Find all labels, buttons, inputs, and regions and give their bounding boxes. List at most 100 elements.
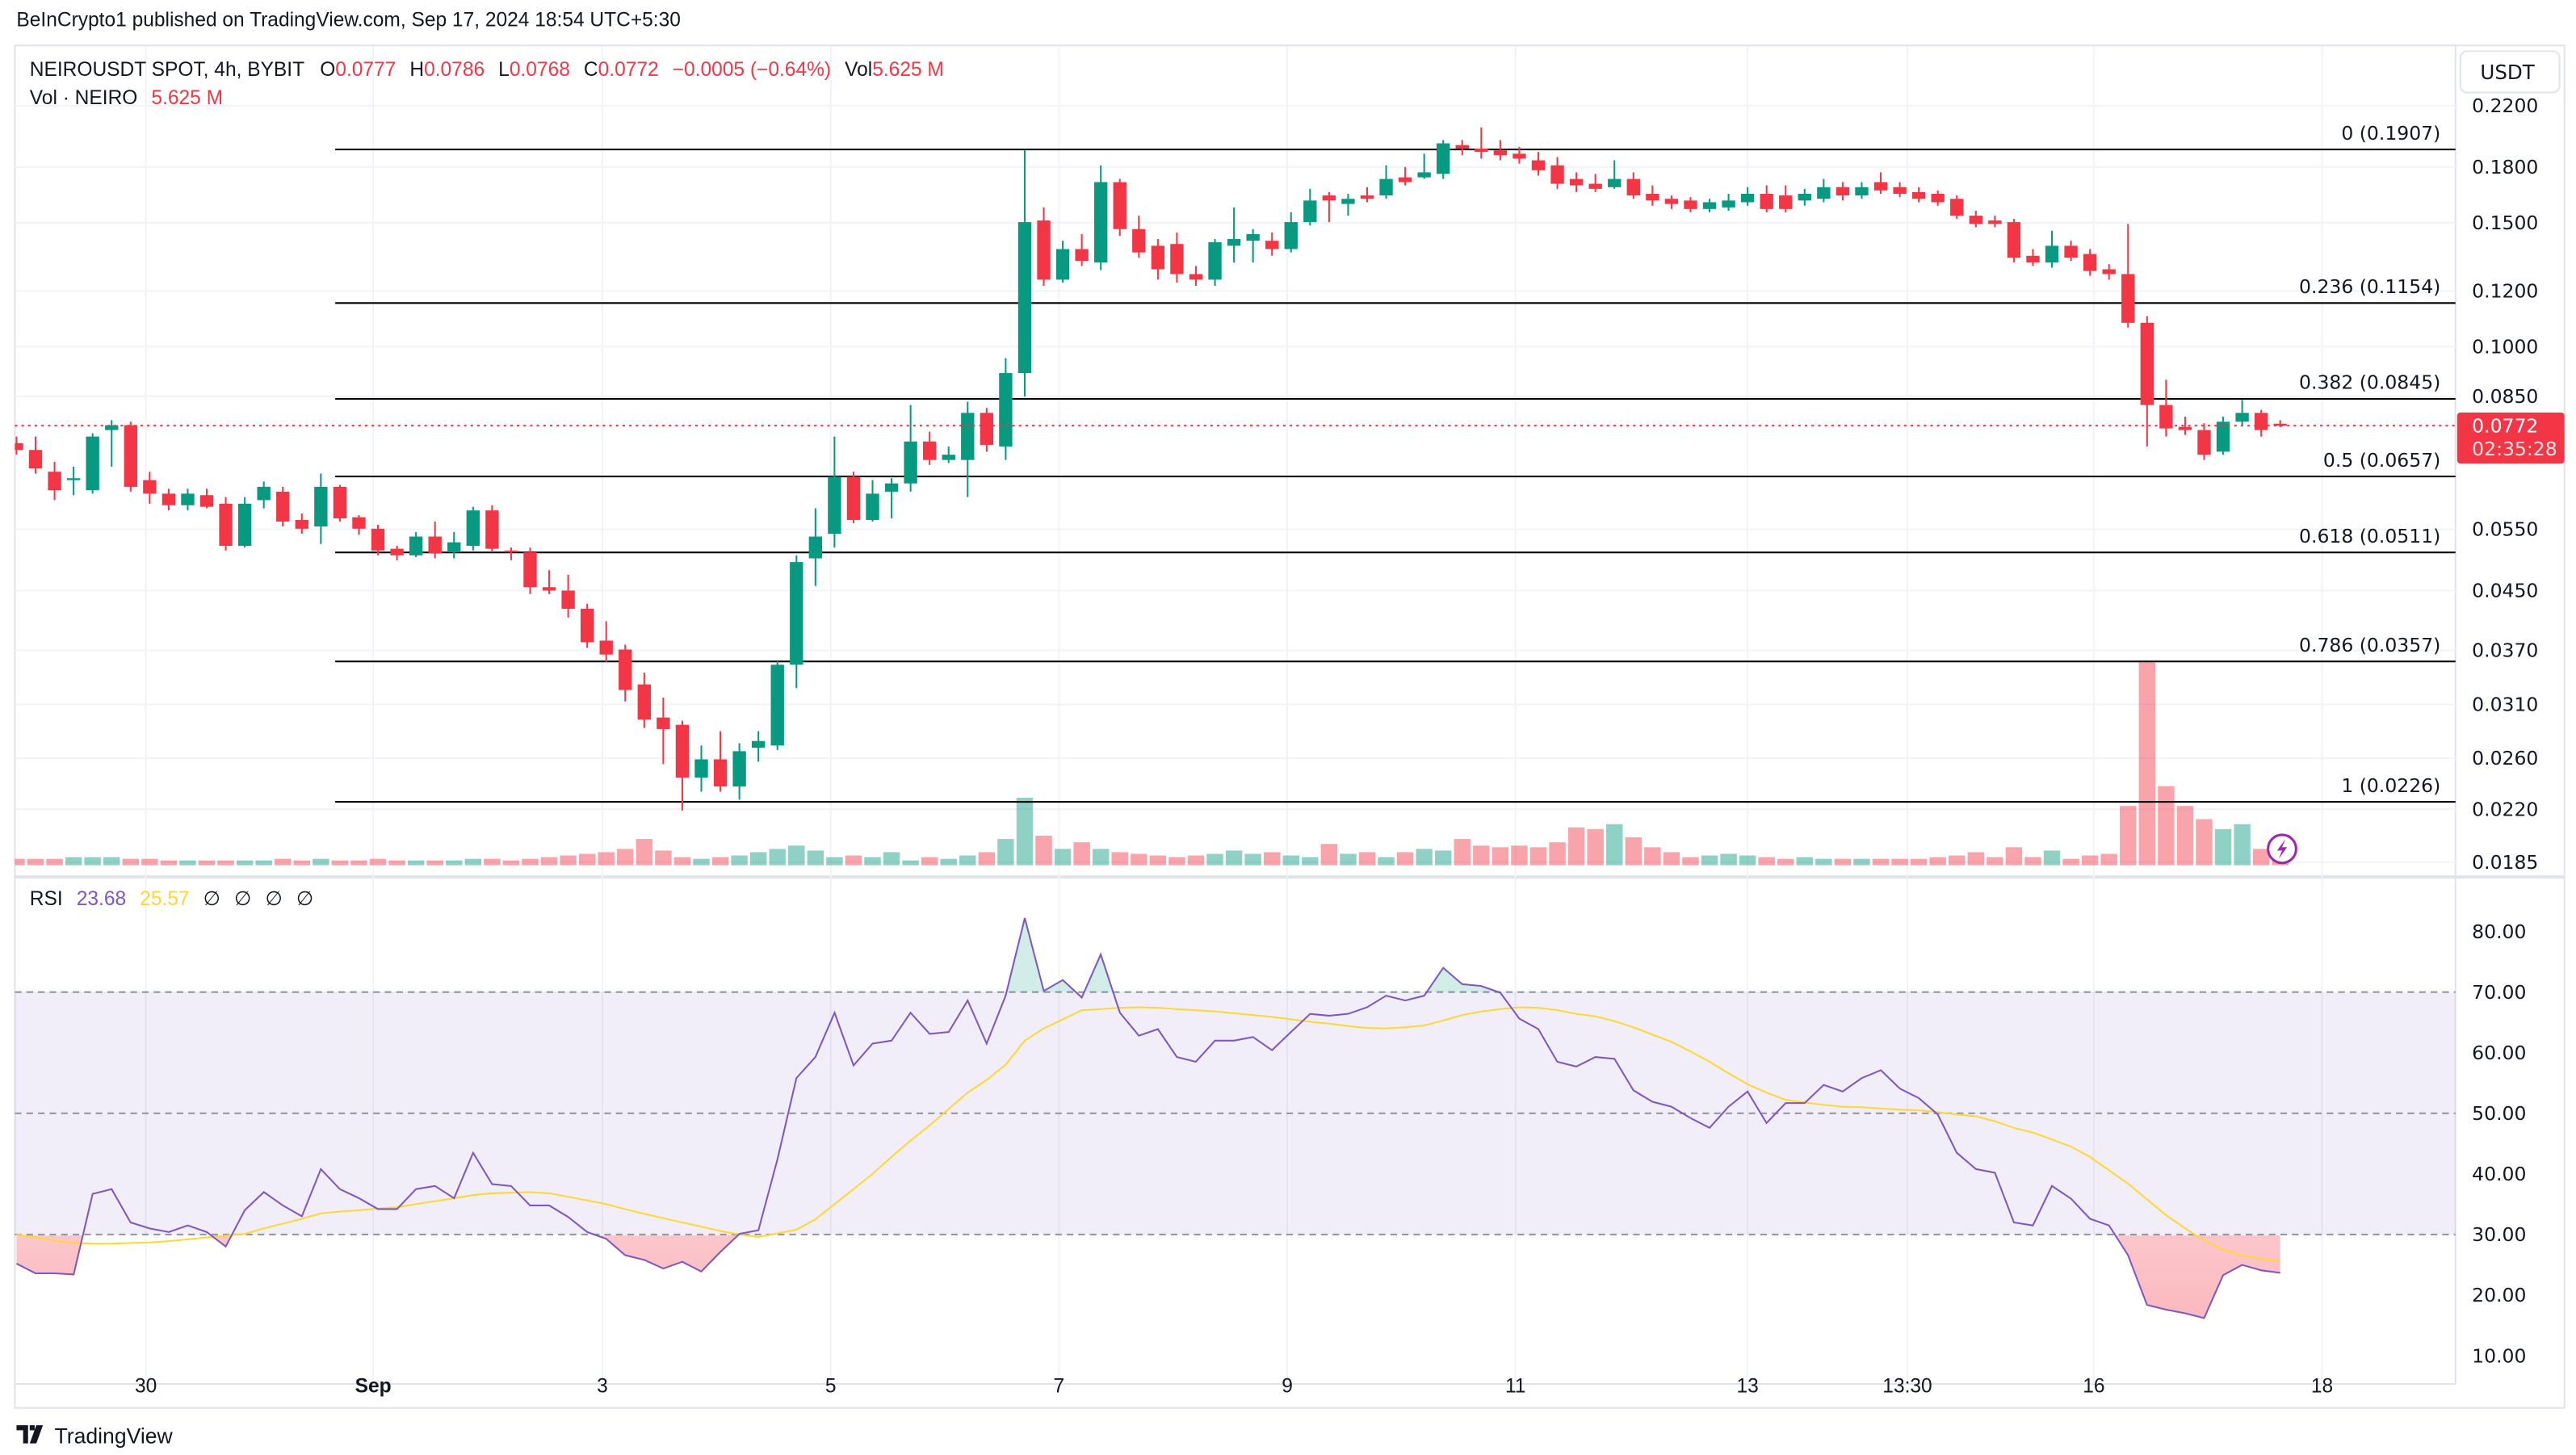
candle-body — [2121, 274, 2135, 323]
volume-bar — [921, 857, 938, 866]
rsi-value: 23.68 — [77, 888, 126, 910]
volume-bar — [103, 857, 120, 866]
candle — [1646, 185, 1659, 206]
candle — [637, 673, 652, 728]
candle-body — [1931, 193, 1945, 203]
candle-body — [599, 640, 613, 655]
volume-bar — [2120, 806, 2137, 866]
symbol-name: NEIROUSDT SPOT, 4h, BYBIT — [30, 59, 304, 81]
volume-bar — [1073, 842, 1090, 866]
fibonacci-retracement[interactable]: 0 (0.1907) 0.236 (0.1154) 0.382 (0.0845) 0.… — [335, 122, 2456, 803]
candle — [1722, 193, 1735, 211]
candle-body — [105, 425, 119, 430]
volume-bar — [160, 860, 178, 866]
candle-body — [523, 552, 537, 588]
volume-bar — [2252, 849, 2270, 866]
candle-body — [66, 478, 81, 480]
candle-body — [1437, 143, 1450, 174]
volume-bar — [1131, 853, 1147, 866]
volume-bar — [1378, 857, 1395, 866]
volume-bar — [826, 857, 843, 866]
candle-body — [2159, 405, 2173, 429]
candle — [1113, 178, 1126, 237]
volume-bar — [1416, 849, 1433, 866]
volume-bar — [1549, 842, 1566, 866]
volume-bar — [388, 860, 405, 866]
candle-body — [657, 717, 670, 729]
change-value: −0.0005 (−0.64%) — [673, 59, 831, 81]
candle — [86, 433, 99, 494]
rsi-legend[interactable]: RSI 23.68 25.57 ∅ ∅ ∅ ∅ — [30, 888, 313, 910]
candle — [1760, 185, 1773, 212]
candle-body — [428, 536, 442, 554]
volume-bar — [1758, 857, 1775, 866]
rsi-axis[interactable]: 80.00 70.00 60.00 50.00 40.00 30.00 20.00 10.00 — [2472, 920, 2526, 1367]
price-tick-label: 0.1200 — [2472, 279, 2538, 302]
rsi-tick-label: 80.00 — [2472, 920, 2526, 943]
volume-bar — [1302, 857, 1319, 866]
volume-legend[interactable]: Vol · NEIRO 5.625 M — [30, 87, 223, 109]
candle — [143, 472, 157, 504]
candle — [352, 515, 366, 535]
high-label: H — [409, 59, 424, 81]
volume-bar — [2043, 850, 2061, 866]
candle-body — [466, 510, 480, 546]
volume-bar — [1891, 858, 1908, 866]
volume-bar — [1396, 852, 1414, 866]
volume-bar — [1872, 858, 1890, 866]
volume-bar — [1473, 845, 1490, 866]
candle-body — [1626, 178, 1640, 196]
volume-bar — [1340, 853, 1357, 866]
symbol-legend[interactable]: NEIROUSDT SPOT, 4h, BYBIT O0.0777 H0.078… — [30, 59, 944, 81]
grid — [15, 46, 2456, 1385]
candle-body — [1455, 145, 1469, 149]
candle-body — [2178, 426, 2192, 430]
candle — [561, 574, 575, 618]
candle — [846, 472, 861, 523]
candle — [884, 478, 899, 518]
candle-body — [1322, 195, 1336, 201]
candle-body — [1246, 233, 1260, 241]
volume-bar — [141, 858, 158, 866]
candle — [1398, 166, 1412, 186]
candle — [1950, 195, 1964, 220]
volume-bar — [1244, 853, 1261, 866]
candle-body — [751, 740, 766, 748]
currency-button[interactable]: USDT — [2459, 50, 2561, 94]
candle-body — [561, 590, 575, 609]
candle — [751, 731, 766, 762]
lightning-icon[interactable] — [2267, 833, 2297, 865]
candle — [619, 644, 632, 702]
candle — [2140, 316, 2154, 447]
volume-bar — [1625, 837, 1643, 866]
candle — [1740, 187, 1755, 206]
time-axis[interactable]: 30 Sep 3 5 7 9 11 13 13:30 16 18 — [135, 1375, 2333, 1397]
candle — [1055, 241, 1070, 283]
candle — [1227, 207, 1241, 263]
candle — [1588, 174, 1602, 192]
candle-body — [1740, 193, 1755, 203]
candle-body — [1493, 150, 1508, 156]
volume-bar — [1606, 824, 1623, 866]
candle-body — [2007, 222, 2021, 258]
candle — [961, 401, 975, 497]
candle-body — [619, 649, 632, 690]
price-tick-label: 0.0310 — [2472, 694, 2538, 716]
volume-bar — [313, 858, 329, 866]
candle — [105, 420, 119, 467]
candle — [1817, 178, 1831, 203]
volume-bar — [902, 860, 919, 866]
vol-label: Vol — [845, 59, 872, 81]
candle — [1873, 172, 1888, 194]
price-tick-label: 0.0550 — [2472, 518, 2538, 541]
candle — [2026, 249, 2040, 266]
price-tick-label: 0.0260 — [2472, 747, 2538, 769]
volume-bar — [446, 860, 463, 866]
candle-body — [1873, 182, 1888, 191]
price-axis[interactable]: 0.2200 0.1800 0.1500 0.1200 0.1000 0.0850 0.05… — [2472, 94, 2538, 874]
time-tick-label: 11 — [1505, 1375, 1525, 1397]
candle — [466, 506, 480, 551]
candle — [2083, 249, 2097, 276]
candle — [1132, 216, 1146, 258]
